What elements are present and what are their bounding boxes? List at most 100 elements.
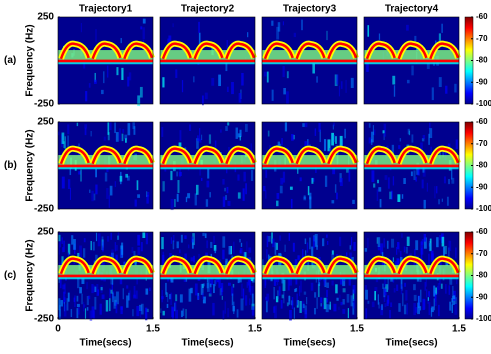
noise-streak xyxy=(272,238,275,248)
noise-streak xyxy=(345,79,347,93)
noise-streak xyxy=(410,171,413,177)
noise-streak xyxy=(378,302,380,309)
noise-streak xyxy=(59,241,61,248)
noise-streak xyxy=(323,297,327,310)
noise-streak xyxy=(199,128,201,141)
noise-streak xyxy=(339,294,341,299)
noise-streak xyxy=(96,284,99,297)
band xyxy=(262,265,357,276)
noise-streak xyxy=(61,176,65,189)
noise-streak xyxy=(142,27,145,40)
noise-streak xyxy=(91,284,94,294)
noise-streak xyxy=(174,301,177,310)
noise-streak xyxy=(94,79,97,84)
noise-streak xyxy=(174,302,176,312)
noise-streak xyxy=(119,175,123,182)
noise-streak xyxy=(421,138,425,142)
noise-streak xyxy=(304,141,307,147)
noise-streak xyxy=(346,168,349,173)
noise-streak xyxy=(413,258,416,269)
arch-core xyxy=(225,42,256,60)
spectrogram-panel xyxy=(57,16,155,107)
noise-streak xyxy=(140,242,143,252)
noise-streak xyxy=(195,184,199,195)
noise-streak xyxy=(433,298,435,311)
noise-streak xyxy=(241,283,243,297)
noise-streak xyxy=(307,141,310,148)
noise-streak xyxy=(250,170,254,181)
noise-streak xyxy=(121,242,124,255)
carrier-edge xyxy=(364,62,459,65)
noise-streak xyxy=(67,124,70,135)
noise-streak xyxy=(413,294,417,301)
band xyxy=(58,155,153,166)
noise-streak xyxy=(400,279,403,289)
noise-streak xyxy=(405,289,408,301)
noise-streak xyxy=(225,195,227,201)
colorbar-tick-label: -70 xyxy=(476,139,488,148)
noise-streak xyxy=(404,282,406,287)
noise-streak xyxy=(71,235,74,245)
noise-streak xyxy=(116,67,119,76)
noise-streak xyxy=(118,128,122,141)
noise-streak xyxy=(275,296,279,303)
noise-streak xyxy=(398,145,401,149)
noise-streak xyxy=(306,297,308,305)
noise-streak xyxy=(426,62,430,70)
noise-streak xyxy=(235,127,238,139)
noise-streak xyxy=(326,282,329,288)
noise-streak xyxy=(423,233,427,242)
noise-streak xyxy=(288,295,291,302)
noise-streak xyxy=(442,246,445,260)
noise-streak xyxy=(326,30,328,41)
noise-streak xyxy=(249,286,252,296)
noise-streak xyxy=(241,72,244,86)
noise-streak xyxy=(367,237,369,249)
noise-streak xyxy=(383,123,387,137)
spectrogram-panel xyxy=(261,16,359,105)
noise-streak xyxy=(339,135,343,146)
band xyxy=(364,50,459,61)
spectrogram-panel xyxy=(363,121,461,210)
arch-core xyxy=(225,257,256,275)
noise-streak xyxy=(194,193,197,206)
noise-streak xyxy=(338,306,340,310)
noise-streak xyxy=(397,194,401,202)
panel-frame xyxy=(261,231,358,320)
noise-streak xyxy=(93,193,96,201)
noise-streak xyxy=(127,123,131,136)
noise-streak xyxy=(455,274,458,285)
noise-streak xyxy=(225,258,228,269)
noise-streak xyxy=(231,286,234,296)
carrier-edge xyxy=(364,277,459,280)
noise-streak xyxy=(77,277,80,289)
noise-streak xyxy=(348,170,351,182)
noise-streak xyxy=(198,32,201,46)
noise-streak xyxy=(396,284,399,291)
carrier-line xyxy=(160,274,255,278)
noise-streak xyxy=(451,168,453,180)
noise-streak xyxy=(139,86,143,98)
noise-streak xyxy=(79,287,82,294)
noise-streak xyxy=(201,95,204,106)
noise-streak xyxy=(133,126,136,135)
arch-core xyxy=(365,42,396,60)
noise-streak xyxy=(88,295,91,300)
noise-streak xyxy=(214,249,217,254)
noise-streak xyxy=(286,71,289,79)
noise-streak xyxy=(109,185,113,196)
noise-streak xyxy=(197,295,200,300)
noise-streak xyxy=(336,192,338,200)
noise-streak xyxy=(206,282,209,289)
x-axis-label: Time(secs) xyxy=(79,338,131,349)
noise-streak xyxy=(63,302,66,312)
noise-streak xyxy=(135,290,138,299)
noise-streak xyxy=(400,257,403,265)
noise-streak xyxy=(137,247,141,255)
noise-streak xyxy=(200,177,203,181)
carrier-line xyxy=(58,59,153,63)
spectrogram-panel xyxy=(159,16,257,106)
noise-streak xyxy=(365,308,368,320)
noise-streak xyxy=(175,294,178,302)
noise-streak xyxy=(309,237,311,250)
